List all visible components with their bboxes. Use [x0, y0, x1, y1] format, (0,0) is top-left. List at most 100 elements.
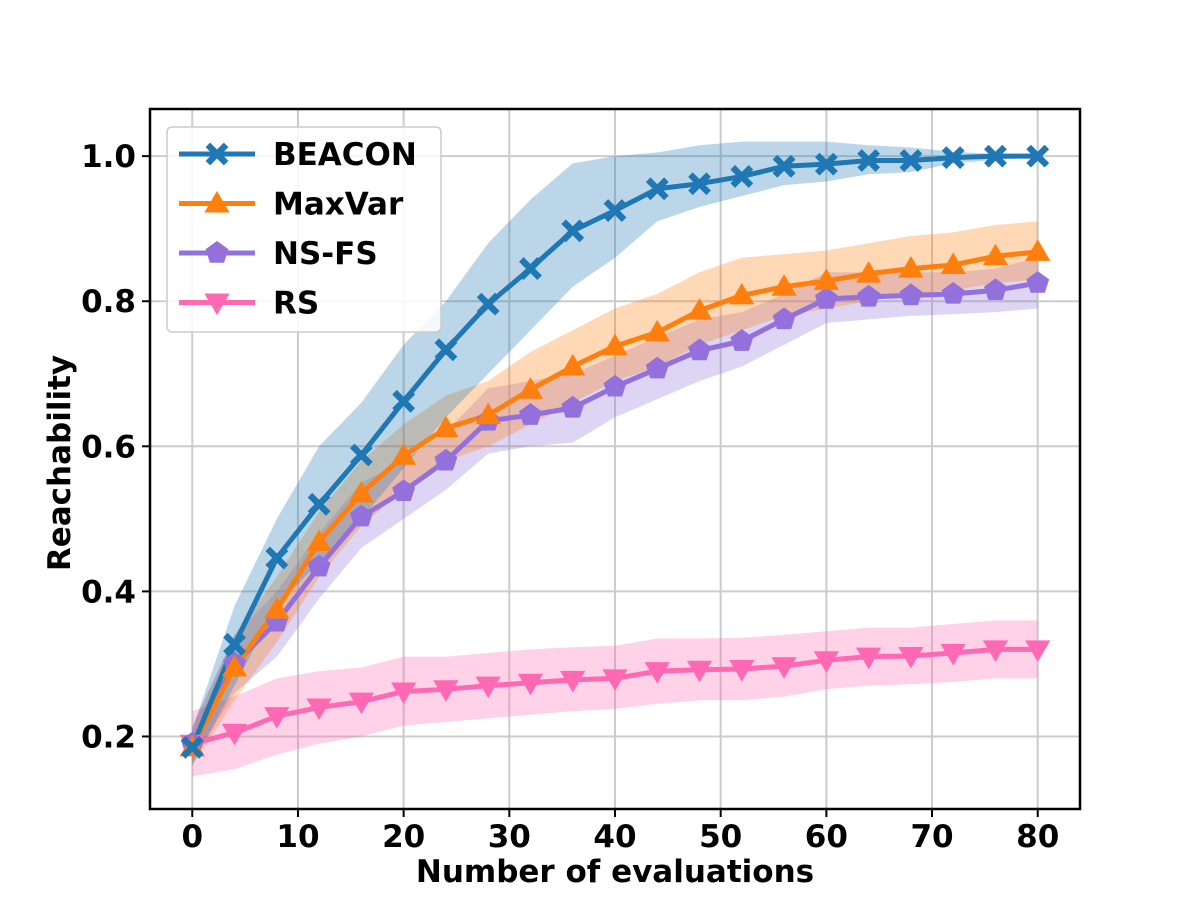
point-beacon [223, 632, 246, 656]
x-tick-label: 60 [805, 819, 848, 855]
point-maxvar [686, 298, 713, 320]
x-tick-label: 0 [181, 819, 203, 855]
point-rs [729, 660, 755, 682]
point-beacon [519, 257, 542, 280]
point-maxvar [560, 353, 586, 376]
point-beacon [730, 165, 754, 188]
point-rs [517, 673, 544, 696]
point-maxvar [475, 402, 501, 425]
point-ns-fs [603, 374, 627, 397]
point-rs [771, 657, 797, 679]
point-maxvar [306, 529, 332, 552]
point-ns-fs [519, 403, 542, 425]
y-tick-label: 0.6 [81, 429, 136, 465]
y-tick-label: 0.2 [81, 719, 136, 755]
point-rs [475, 676, 501, 699]
x-tick-label: 10 [276, 819, 319, 855]
point-beacon [857, 149, 881, 172]
point-rs [433, 680, 459, 702]
point-maxvar [940, 252, 966, 274]
point-ns-fs [772, 307, 796, 330]
point-ns-fs [392, 479, 416, 501]
point-maxvar [264, 596, 290, 619]
legend-box [166, 126, 442, 333]
legend-label-ns-fs: NS-FS [273, 236, 378, 272]
legend-label-rs: RS [273, 286, 319, 322]
point-beacon [307, 492, 331, 516]
point-maxvar [982, 243, 1009, 266]
point-maxvar [856, 261, 882, 283]
point-maxvar [729, 282, 755, 305]
x-tick-label: 30 [488, 819, 531, 855]
point-beacon [984, 144, 1007, 168]
point-rs [391, 682, 417, 705]
point-ns-fs [984, 278, 1007, 301]
point-rs [644, 662, 670, 684]
point-maxvar [644, 319, 670, 342]
point-maxvar [1025, 239, 1051, 261]
point-maxvar [221, 654, 248, 677]
point-beacon [688, 172, 711, 196]
y-tick-label: 0.8 [81, 284, 136, 320]
y-tick-label: 0.4 [81, 574, 136, 610]
point-ns-fs [730, 329, 754, 351]
legend-label-beacon: BEACON [273, 137, 417, 173]
x-tick-label: 20 [382, 819, 425, 855]
point-rs [264, 707, 290, 729]
point-beacon [476, 292, 500, 316]
x-tick-label: 70 [910, 819, 953, 855]
legend-label-maxvar: MaxVar [273, 187, 404, 223]
point-ns-fs [941, 281, 965, 304]
point-rs [898, 646, 924, 669]
point-beacon [645, 177, 669, 201]
point-maxvar [348, 480, 374, 503]
point-ns-fs [434, 448, 458, 471]
x-axis-label: Number of evaluations [416, 854, 814, 890]
axis-ticks: 0 10 20 30 40 50 60 70 80 0.2 0.4 0.6 0.8 1.0 [81, 139, 1059, 855]
point-ns-fs [1026, 271, 1050, 293]
y-axis-label: Reachability [42, 355, 78, 571]
point-rs [1025, 640, 1051, 663]
point-ns-fs [561, 395, 585, 418]
legend-marker-maxvar [204, 190, 230, 213]
legend: BEACON MaxVar NS-FS RS [166, 126, 442, 333]
point-maxvar [771, 274, 797, 296]
point-rs [221, 723, 248, 746]
point-maxvar [602, 333, 628, 356]
point-maxvar [433, 415, 459, 438]
point-rs [940, 644, 966, 666]
point-ns-fs [645, 356, 669, 379]
point-beacon [265, 546, 289, 570]
point-maxvar [898, 255, 924, 278]
point-ns-fs [688, 338, 711, 361]
legend-marker-beacon [205, 142, 229, 166]
series-markers [179, 144, 1051, 759]
point-rs [306, 698, 332, 721]
point-beacon [561, 219, 585, 243]
point-rs [348, 692, 374, 715]
point-rs [602, 669, 628, 692]
point-beacon [603, 199, 627, 222]
point-beacon [899, 149, 923, 172]
x-tick-label: 80 [1016, 819, 1059, 855]
point-maxvar [517, 377, 544, 399]
point-beacon [180, 735, 204, 759]
point-beacon [814, 152, 838, 176]
point-maxvar [391, 443, 417, 465]
legend-marker-rs [204, 293, 230, 316]
point-ns-fs [307, 554, 331, 577]
y-tick-label: 1.0 [81, 139, 136, 175]
point-maxvar [813, 268, 839, 290]
point-rs [560, 670, 586, 693]
point-beacon [349, 443, 373, 467]
legend-marker-ns-fs [205, 241, 229, 263]
point-ns-fs [349, 504, 373, 527]
point-ns-fs [814, 287, 838, 309]
point-rs [982, 640, 1009, 663]
point-beacon [1026, 144, 1050, 168]
point-ns-fs [899, 283, 923, 306]
point-ns-fs [857, 284, 881, 307]
x-tick-label: 50 [699, 819, 742, 855]
point-beacon [772, 154, 796, 178]
